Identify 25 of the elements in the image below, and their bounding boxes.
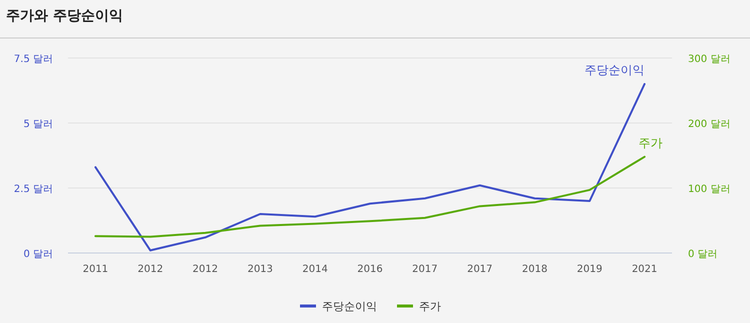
y-tick-label: 5 달러: [23, 119, 53, 130]
x-tick-label: 2017: [467, 264, 493, 275]
legend-label: 주당순이익: [322, 300, 377, 313]
y-tick-label: 2.5 달러: [14, 184, 53, 195]
y2-tick-label: 0 달러: [688, 249, 718, 260]
x-tick-label: 2021: [632, 264, 658, 275]
text: 주가: [638, 136, 663, 150]
x-tick-label: 2017: [412, 264, 438, 275]
x-tick-label: 2018: [522, 264, 548, 275]
y2-tick-label: 100 달러: [688, 184, 730, 195]
y-tick-label: 0 달러: [23, 249, 53, 260]
x-tick-label: 2012: [138, 264, 164, 275]
x-tick-label: 2011: [82, 264, 108, 275]
x-tick-label: 2019: [576, 264, 602, 275]
chart-title: 주가와 주당순이익: [6, 8, 123, 24]
y-tick-label: 7.5 달러: [14, 54, 53, 65]
x-tick-label: 2016: [357, 264, 383, 275]
x-tick-label: 2013: [247, 264, 273, 275]
y2-tick-label: 300 달러: [688, 54, 730, 65]
x-tick-label: 2012: [192, 264, 218, 275]
x-tick-label: 2014: [302, 264, 328, 275]
line-series: [94, 156, 646, 238]
text: 주당순이익: [584, 63, 645, 77]
y2-tick-label: 200 달러: [688, 119, 730, 130]
legend-label: 주가: [419, 300, 441, 313]
